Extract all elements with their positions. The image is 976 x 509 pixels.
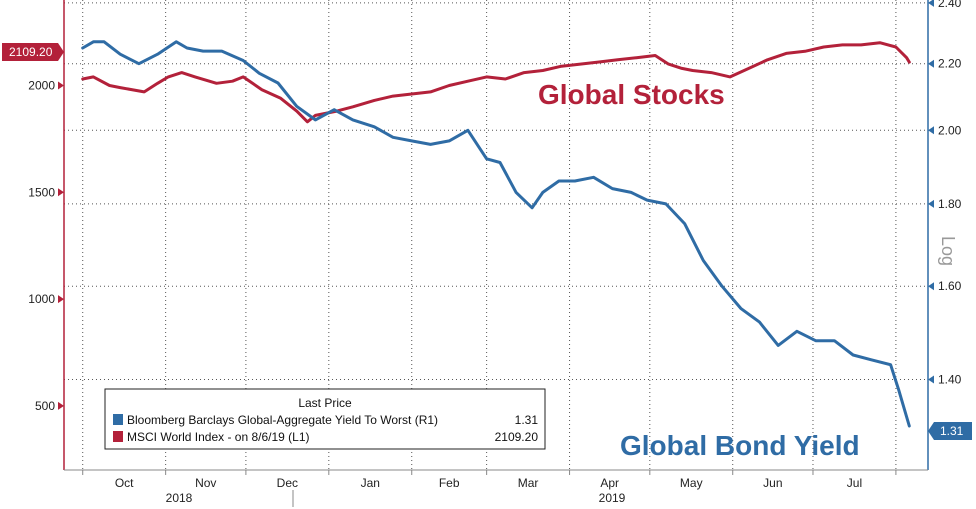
series-layer [81, 40, 911, 428]
bond-last-value: 1.31 [940, 424, 964, 438]
right-tick-label: 1.40 [938, 373, 962, 387]
right-tick-mark [928, 199, 934, 208]
bond-last-tag: 1.31 [928, 422, 972, 440]
left-axis-ticks: 500 1000 1500 2000 [28, 78, 64, 413]
right-tick-mark [928, 375, 934, 384]
legend: Last Price Bloomberg Barclays Global-Agg… [104, 388, 546, 450]
left-tick-label: 1500 [28, 185, 55, 199]
x-tick-label: Jun [763, 476, 782, 490]
right-tick-mark [928, 0, 934, 7]
series-line-stocks [81, 41, 911, 124]
right-tick-mark [928, 59, 934, 68]
right-tick-mark [928, 126, 934, 135]
legend-value-bond: 1.31 [515, 413, 539, 427]
right-tick-label: 2.20 [938, 57, 962, 71]
series-line-bond [81, 40, 911, 428]
right-tick-mark [928, 282, 934, 291]
right-tick-label: 1.80 [938, 197, 962, 211]
right-axis-ticks: 2.40 2.20 2.00 1.80 1.60 1.40 [928, 0, 962, 387]
legend-value-stocks: 2109.20 [495, 430, 539, 444]
x-tick-label: May [680, 476, 703, 490]
stocks-annotation: Global Stocks [538, 79, 725, 110]
gridlines [64, 0, 928, 470]
x-tick-label: Mar [518, 476, 539, 490]
x-tick-label: Jul [847, 476, 862, 490]
right-tick-label: 1.60 [938, 279, 962, 293]
left-tick-label: 2000 [28, 78, 55, 92]
left-tick-mark [58, 188, 64, 197]
legend-box [104, 388, 546, 450]
right-tick-label: 2.00 [938, 123, 962, 137]
x-tick-label: Apr [600, 476, 619, 490]
x-tick-label: Jan [361, 476, 380, 490]
legend-swatch-bond [113, 414, 123, 425]
x-tick-label: Feb [439, 476, 460, 490]
legend-title: Last Price [298, 396, 352, 410]
right-axis-label: Log [938, 236, 958, 266]
legend-swatch-stocks [113, 431, 123, 442]
legend-label-stocks: MSCI World Index - on 8/6/19 (L1) [127, 430, 310, 444]
x-tick-label: Oct [115, 476, 134, 490]
left-tick-mark [58, 401, 64, 410]
x-tick-label: Nov [195, 476, 216, 490]
left-tick-mark [58, 81, 64, 90]
right-tick-label: 2.40 [938, 0, 962, 10]
x-year-label: 2018 [166, 491, 193, 505]
x-tick-label: Dec [277, 476, 298, 490]
x-axis-ticks: Oct Nov Dec Jan Feb Mar Apr May Jun Jul 2018 2019 [82, 470, 897, 505]
stocks-last-tag: 2109.20 [2, 43, 64, 61]
left-tick-mark [58, 295, 64, 304]
left-tick-label: 500 [35, 399, 55, 413]
stocks-last-value: 2109.20 [9, 45, 53, 59]
legend-label-bond: Bloomberg Barclays Global-Aggregate Yiel… [127, 413, 438, 427]
left-tick-label: 1000 [28, 292, 55, 306]
x-year-label: 2019 [599, 491, 626, 505]
bond-annotation: Global Bond Yield [620, 430, 860, 461]
